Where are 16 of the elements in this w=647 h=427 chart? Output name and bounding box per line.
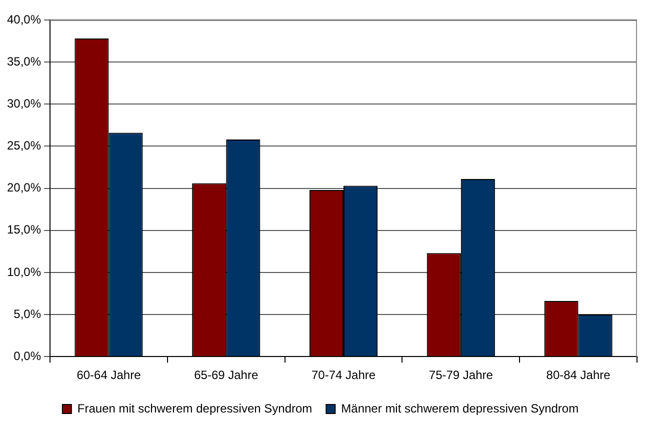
x-tick-label: 75-79 Jahre (428, 368, 494, 382)
y-tick-label: 10,0% (6, 264, 42, 279)
y-tick-label: 0,0% (14, 348, 42, 363)
y-tick-label: 25,0% (6, 138, 42, 153)
x-tick-label: 70-74 Jahre (311, 368, 376, 382)
y-tick-label: 40,0% (6, 12, 42, 26)
legend-label: Frauen mit schwerem depressiven Syndrom (77, 401, 312, 416)
y-tick-label: 30,0% (6, 96, 42, 110)
y-tick-label: 20,0% (6, 180, 42, 195)
x-tick-label: 60-64 Jahre (76, 368, 142, 382)
y-tick-label: 35,0% (6, 54, 42, 68)
y-tick-label: 15,0% (6, 222, 42, 237)
x-tick-label: 80-84 Jahre (546, 368, 611, 382)
x-tick-label: 65-69 Jahre (194, 368, 258, 382)
y-tick-label: 5,0% (14, 306, 42, 321)
legend-label: Männer mit schwerem depressiven Syndrom (341, 401, 579, 416)
